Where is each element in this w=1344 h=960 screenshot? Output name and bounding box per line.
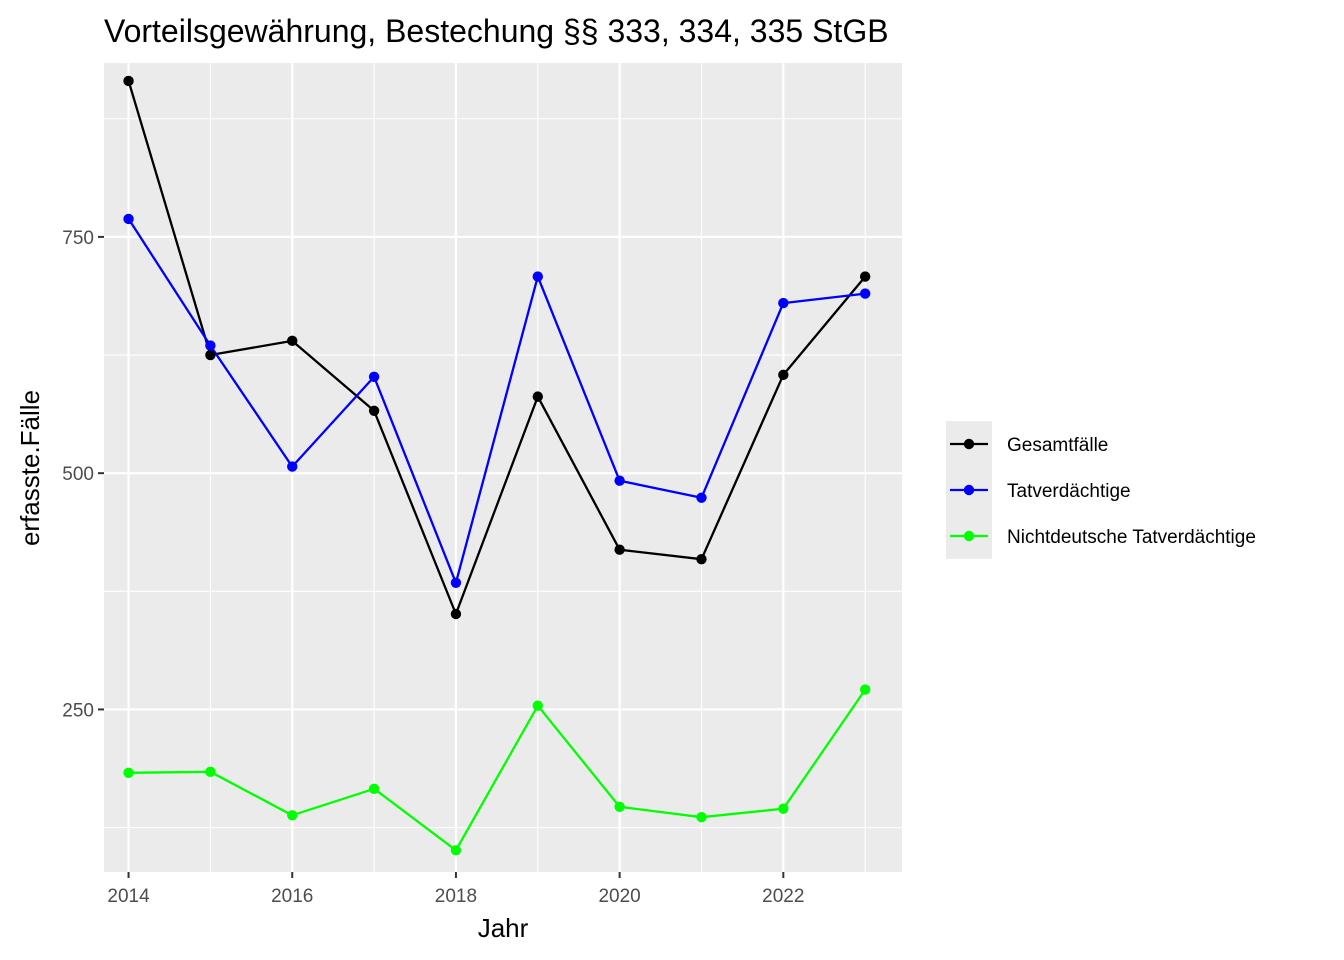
x-axis-title: Jahr (478, 913, 529, 943)
data-point (287, 461, 298, 472)
data-point (368, 783, 380, 795)
data-point (696, 553, 707, 565)
y-tick-label: 250 (62, 700, 94, 721)
series-line (127, 218, 866, 584)
series-lines (123, 75, 871, 856)
series-line (128, 688, 867, 852)
data-point (450, 577, 462, 589)
data-point (287, 335, 298, 347)
data-point (614, 801, 625, 812)
y-axis-title: erfasste.Fälle (15, 390, 45, 546)
legend-label: Gesamtfälle (1007, 435, 1108, 456)
data-point (696, 811, 707, 823)
data-point (123, 75, 134, 87)
data-point (123, 767, 134, 778)
data-point (778, 297, 789, 309)
legend-label: Nichtdeutsche Tatverdächtige (1007, 527, 1256, 548)
x-tick-label: 2018 (435, 886, 477, 907)
legend: Gesamtfälle Tatverdächtige Nichtdeutsche T… (946, 421, 1256, 559)
data-point (205, 340, 216, 351)
legend-key-point (963, 484, 975, 496)
data-point (614, 475, 625, 486)
data-point (123, 213, 134, 225)
data-point (450, 608, 462, 620)
data-point (205, 766, 216, 778)
x-tick-label: 2016 (271, 886, 313, 907)
data-point (287, 810, 298, 821)
x-tick-label: 2020 (598, 886, 640, 907)
data-point (450, 845, 462, 856)
legend-key-point (963, 438, 975, 450)
series-line (127, 80, 867, 616)
y-tick-label: 500 (62, 464, 94, 485)
y-tick-label: 750 (62, 228, 94, 249)
data-point (778, 369, 789, 381)
x-tick-label: 2022 (762, 886, 804, 907)
data-point (778, 803, 789, 814)
data-point (532, 391, 543, 402)
data-point (696, 492, 707, 503)
data-point (368, 405, 380, 416)
legend-key-point (963, 530, 975, 542)
data-point (368, 371, 380, 382)
x-tick-label: 2014 (107, 886, 150, 907)
data-point (532, 271, 543, 282)
legend-label: Tatverdächtige (1007, 481, 1131, 502)
data-point (614, 544, 625, 555)
data-point (859, 271, 871, 282)
data-point (859, 288, 871, 299)
plot-panel (104, 63, 902, 872)
data-point (532, 700, 543, 711)
chart-title: Vorteilsgewährung, Bestechung §§ 333, 33… (104, 13, 889, 49)
axis-ticks: 250 500 750 2014 2016 2018 2020 2022 (62, 228, 804, 907)
data-point (859, 684, 871, 695)
data-point (205, 349, 216, 361)
